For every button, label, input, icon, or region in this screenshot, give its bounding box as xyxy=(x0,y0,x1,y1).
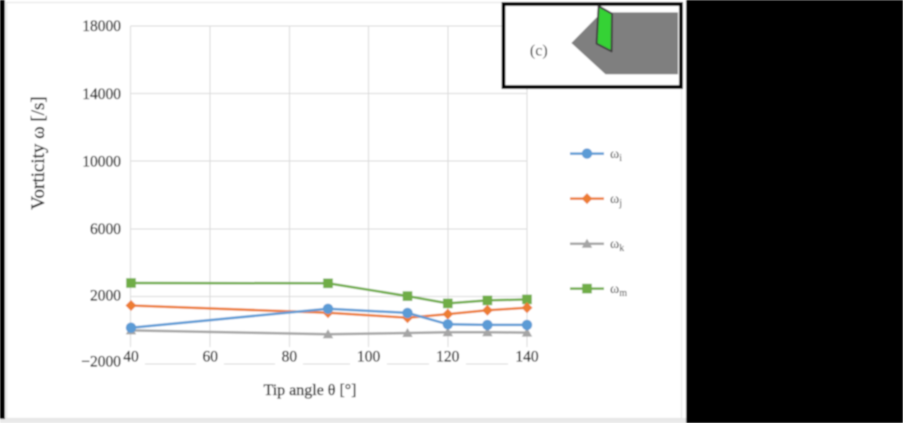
svg-text:Vorticity ω [/s]: Vorticity ω [/s] xyxy=(28,96,49,209)
svg-text:60: 60 xyxy=(202,348,218,365)
svg-text:140: 140 xyxy=(515,348,539,365)
svg-text:100: 100 xyxy=(357,348,381,365)
svg-text:120: 120 xyxy=(436,348,460,365)
svg-text:14000: 14000 xyxy=(82,86,121,103)
svg-text:40: 40 xyxy=(123,348,139,365)
svg-text:80: 80 xyxy=(282,348,298,365)
svg-text:ωj: ωj xyxy=(610,192,622,209)
svg-text:10000: 10000 xyxy=(82,153,121,170)
svg-text:18000: 18000 xyxy=(82,18,121,35)
svg-text:6000: 6000 xyxy=(90,221,121,238)
svg-text:(c): (c) xyxy=(530,43,548,60)
svg-text:ωi: ωi xyxy=(610,147,622,164)
svg-text:2000: 2000 xyxy=(90,288,121,305)
svg-text:−2000: −2000 xyxy=(81,354,121,371)
svg-text:Tip angle θ [°]: Tip angle θ [°] xyxy=(263,382,356,399)
